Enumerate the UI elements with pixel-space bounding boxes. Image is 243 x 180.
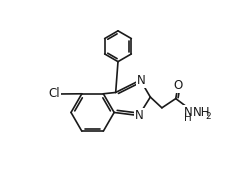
Text: O: O <box>174 79 183 92</box>
Text: N: N <box>184 106 192 119</box>
Text: 2: 2 <box>205 112 211 121</box>
Text: NH: NH <box>193 106 211 119</box>
Text: N: N <box>135 109 144 122</box>
Text: H: H <box>184 113 192 123</box>
Text: Cl: Cl <box>48 87 60 100</box>
Text: N: N <box>137 74 146 87</box>
